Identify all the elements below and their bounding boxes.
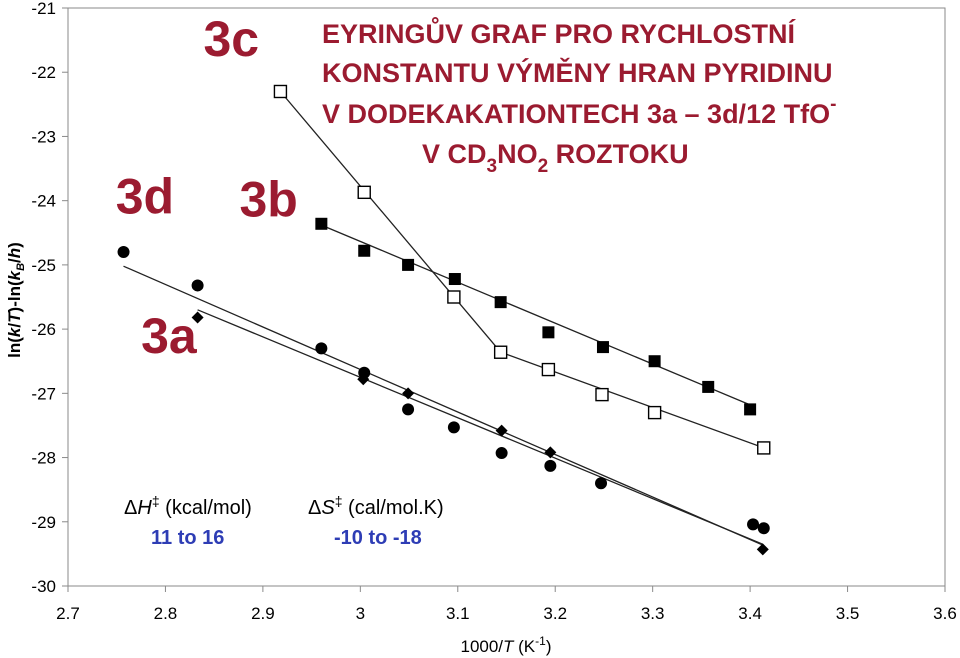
chart-title-line-4: V CD3NO2 ROZTOKU (422, 139, 689, 177)
x-tick-label: 3 (356, 604, 365, 623)
y-tick-label: -23 (31, 127, 56, 146)
ticks-layer: 2.7 2.8 2.9 3 3.1 3.2 3.3 3.4 3.5 3.6 -21 -22 -23 -24… (31, 0, 956, 623)
data-point-3b (358, 244, 371, 257)
data-point-3d (495, 447, 508, 460)
y-tick-label: -29 (31, 513, 56, 532)
data-point-3b (448, 273, 461, 286)
data-point-3d (358, 366, 371, 379)
data-point-3d (447, 421, 460, 434)
data-point-3c (541, 362, 556, 377)
data-point-3b (315, 217, 328, 230)
series-label-3c: 3c (203, 11, 259, 67)
x-axis-title: 1000/T (K-1) (460, 634, 551, 656)
x-tick-label: 3.3 (641, 604, 665, 623)
chart-title-line-3: V DODEKAKATIONTECH 3a – 3d/12 TfO- (322, 94, 836, 129)
delta-h-value: 11 to 16 (151, 527, 224, 549)
x-tick-label: 2.9 (251, 604, 275, 623)
y-tick-label: -26 (31, 320, 56, 339)
x-tick-label: 3.6 (933, 604, 957, 623)
data-point-3d (595, 477, 608, 490)
data-point-3c (757, 441, 771, 455)
data-point-3b (596, 341, 609, 354)
data-point-3b (542, 326, 555, 339)
data-point-3c (273, 84, 288, 99)
delta-s-value: -10 to -18 (334, 527, 422, 549)
y-tick-label: -25 (31, 256, 56, 275)
data-point-3d (544, 459, 557, 472)
y-tick-label: -24 (31, 192, 56, 211)
chart-title-line-1: EYRINGŮV GRAF PRO RYCHLOSTNÍ (322, 16, 797, 49)
data-point-3c (447, 290, 461, 304)
data-point-3c (357, 185, 371, 200)
x-tick-label: 3.2 (543, 604, 567, 623)
x-tick-label: 3.5 (836, 604, 860, 623)
delta-s-heading: ΔS‡ (cal/mol.K) (308, 493, 444, 519)
delta-h-heading: ΔH‡ (kcal/mol) (124, 493, 252, 519)
y-tick-label: -22 (31, 63, 56, 82)
series-label-3d: 3d (116, 169, 174, 225)
series-label-3a: 3a (141, 308, 198, 364)
data-points-layer (117, 84, 771, 556)
data-point-3c (493, 345, 508, 359)
data-point-3d (402, 403, 415, 416)
x-tick-label: 2.7 (56, 604, 80, 623)
series-label-3b: 3b (240, 172, 298, 228)
data-point-3d (315, 342, 328, 355)
y-tick-label: -30 (31, 577, 56, 596)
data-point-3b (402, 258, 415, 271)
x-tick-label: 3.1 (446, 604, 470, 623)
fit-line-3a (197, 309, 764, 545)
chart-title-line-2: KONSTANTU VÝMĚNY HRAN PYRIDINU (322, 57, 833, 88)
x-tick-label: 2.8 (154, 604, 178, 623)
data-point-3a (756, 543, 769, 556)
data-point-3d (191, 279, 204, 292)
x-tick-label: 3.4 (738, 604, 762, 623)
y-tick-label: -27 (31, 384, 56, 403)
data-point-3d (757, 522, 770, 535)
data-point-3d (747, 518, 760, 531)
series-labels-layer: 3a 3b 3c 3d (116, 11, 298, 364)
fit-line-3b (321, 224, 751, 406)
fit-line-3d (123, 265, 765, 547)
data-point-3b (702, 380, 715, 393)
data-point-3b (648, 355, 661, 368)
fit-lines-layer (123, 91, 765, 547)
data-point-3a (402, 387, 415, 400)
data-point-3c (647, 405, 662, 420)
data-point-3a (544, 446, 557, 459)
data-point-3b (744, 403, 757, 416)
data-point-3b (494, 296, 507, 309)
data-point-3a (191, 311, 204, 324)
y-tick-label: -28 (31, 449, 56, 468)
y-axis-title: ln(k/T)-ln(kB/h) (5, 242, 27, 358)
data-point-3d (117, 246, 130, 259)
data-point-3c (595, 387, 609, 402)
data-point-3a (495, 424, 508, 437)
y-tick-label: -21 (31, 0, 56, 18)
